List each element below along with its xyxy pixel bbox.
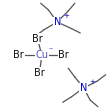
Text: Cu: Cu: [35, 50, 48, 60]
Text: --: --: [49, 45, 54, 51]
Text: Br: Br: [34, 68, 45, 78]
Text: +: +: [63, 13, 69, 19]
Text: Br: Br: [13, 50, 24, 60]
Text: Br: Br: [58, 50, 69, 60]
Text: Br: Br: [32, 34, 43, 43]
Text: +: +: [90, 79, 95, 85]
Text: N: N: [53, 17, 61, 27]
Text: N: N: [80, 83, 87, 93]
